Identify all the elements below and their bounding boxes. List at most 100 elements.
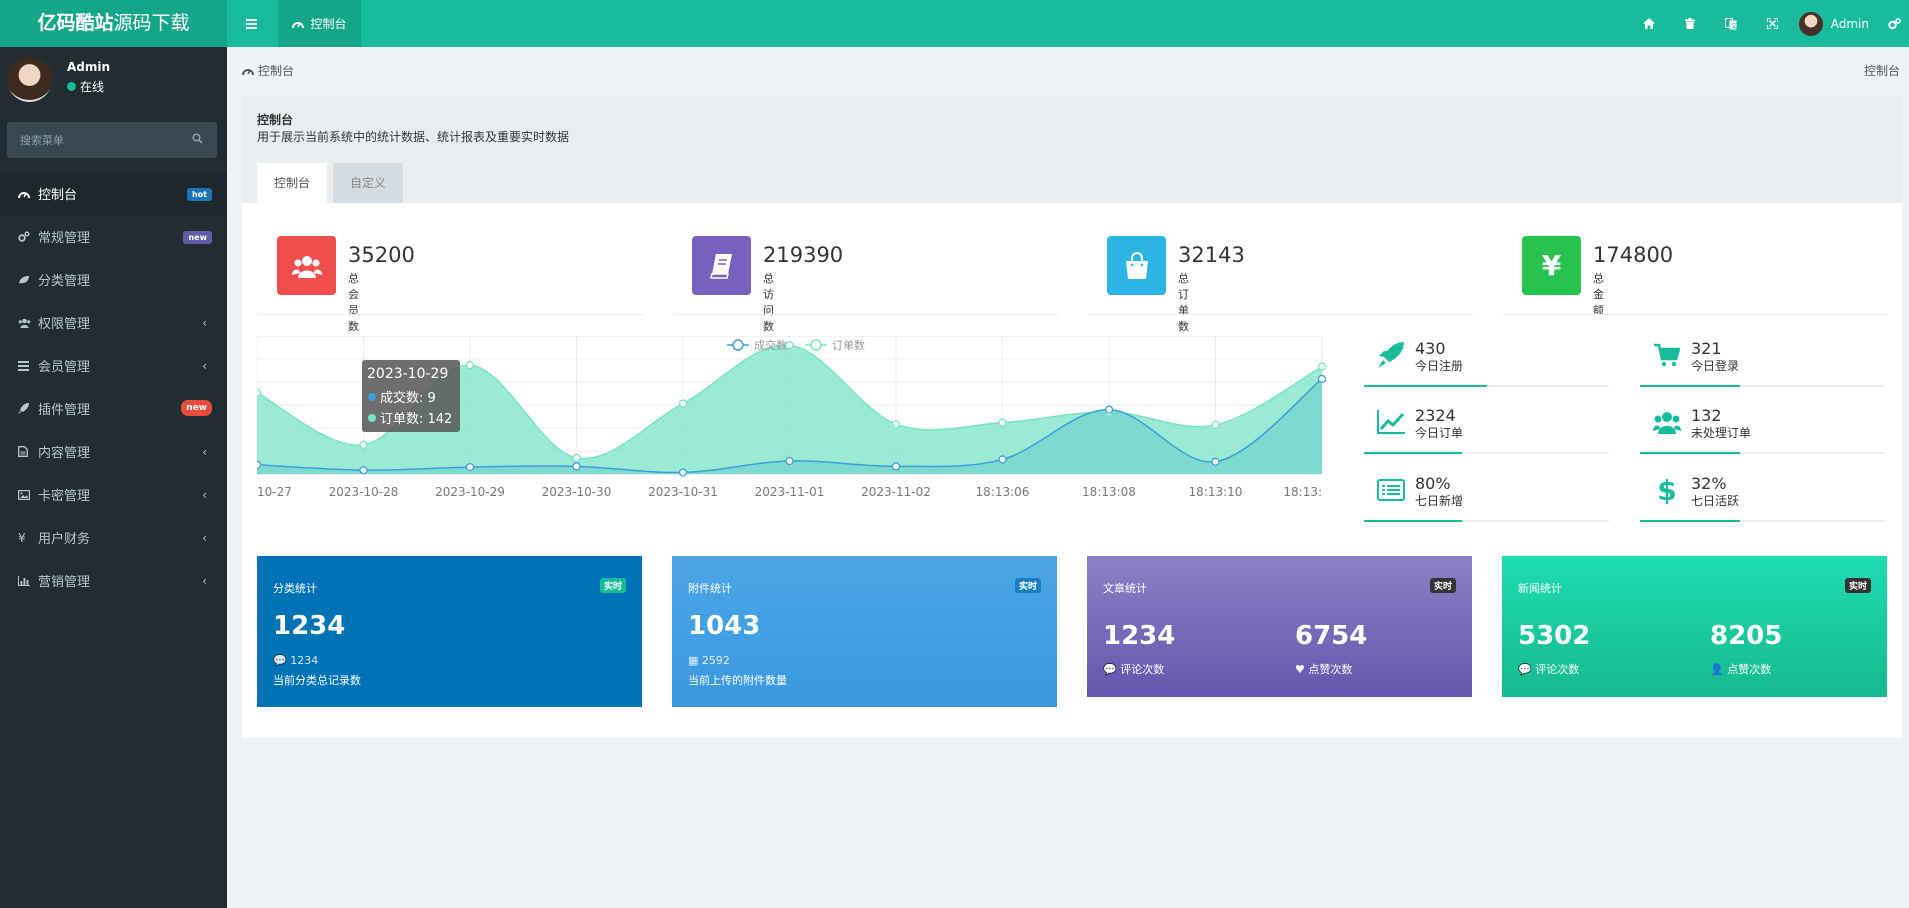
dashboard-icon xyxy=(242,68,254,75)
logo-rest-text: 源码下载 xyxy=(113,12,190,34)
online-dot-icon xyxy=(67,82,76,91)
search-icon[interactable] xyxy=(192,133,203,144)
likes-value: 6754 xyxy=(1295,621,1368,651)
legend-marker[interactable] xyxy=(732,339,744,351)
sidebar-item-finance[interactable]: ¥ 用户财务 ‹ xyxy=(0,516,227,559)
sidebar-item-auth[interactable]: 权限管理 ‹ xyxy=(0,301,227,344)
likes-value: 8205 xyxy=(1710,621,1783,651)
sidebar-item-label: 内容管理 xyxy=(38,446,91,461)
tab-dashboard[interactable]: 控制台 xyxy=(278,0,361,47)
tooltip-marker xyxy=(368,393,376,401)
sidebar-item-label: 会员管理 xyxy=(38,360,91,375)
mini-stat-pending: 132 未处理订单 xyxy=(1640,403,1885,458)
mini-stat-weekly-active: $ 32% 七日活跃 xyxy=(1640,471,1885,526)
data-point[interactable] xyxy=(678,399,688,408)
legend-label[interactable]: 订单数 xyxy=(832,339,865,352)
data-point[interactable] xyxy=(1317,374,1327,384)
x-tick-label: 2023-11-02 xyxy=(861,485,931,499)
sidebar-item-general[interactable]: 常规管理 new xyxy=(0,215,227,258)
chevron-left-icon: ‹ xyxy=(202,488,207,502)
legend-label[interactable]: 成交数 xyxy=(754,338,787,352)
chart-svg: 10-27 2023-10-28 2023-10-29 2023-10-30 2023-… xyxy=(252,335,1327,499)
data-point[interactable] xyxy=(891,462,901,471)
sidebar-item-card[interactable]: 卡密管理 ‹ xyxy=(0,473,227,516)
chevron-left-icon: ‹ xyxy=(202,445,207,459)
tab-custom[interactable]: 自定义 xyxy=(333,163,403,203)
stat-label: 总订单数 xyxy=(1178,272,1189,333)
data-point[interactable] xyxy=(1211,457,1220,466)
progress-bar xyxy=(1640,520,1885,522)
list-icon xyxy=(18,360,32,371)
data-point[interactable] xyxy=(465,360,475,370)
sidebar-item-dashboard[interactable]: 控制台 hot xyxy=(0,172,227,215)
likes-label: ♥ 点赞次数 xyxy=(1295,663,1353,676)
sidebar-item-plugin[interactable]: 插件管理 new xyxy=(0,387,227,430)
data-point[interactable] xyxy=(678,468,688,477)
sidebar: Admin 在线 搜索菜单 控制台 hot 常规管理 new 分类管理 权限管理… xyxy=(0,47,227,908)
home-icon xyxy=(1643,18,1656,29)
data-point[interactable] xyxy=(465,462,475,472)
stat-value: 35200 xyxy=(348,243,415,267)
breadcrumb: 控制台 xyxy=(242,62,294,79)
area-chart[interactable]: 10-27 2023-10-28 2023-10-29 2023-10-30 2023-… xyxy=(252,335,1337,534)
tab-dashboard[interactable]: 控制台 xyxy=(257,163,327,203)
mini-stat-label: 今日注册 xyxy=(1415,359,1464,373)
x-tick-label: 18:13:10 xyxy=(1189,485,1243,499)
data-point[interactable] xyxy=(252,388,262,397)
tooltip-title: 2023-10-29 xyxy=(367,366,448,382)
language-button[interactable]: 文 xyxy=(1711,0,1752,47)
card-description: 当前分类总记录数 xyxy=(273,674,361,687)
settings-button[interactable] xyxy=(1879,0,1909,47)
logo[interactable]: 亿码酷站源码下载 xyxy=(0,0,227,47)
dashboard-panel: 控制台 用于展示当前系统中的统计数据、统计报表及重要实时数据 控制台 自定义 3… xyxy=(242,96,1902,738)
sidebar-item-content[interactable]: 内容管理 ‹ xyxy=(0,430,227,473)
legend-marker[interactable] xyxy=(810,339,822,351)
comments-label-text: 评论次数 xyxy=(1535,663,1580,676)
fullscreen-button[interactable] xyxy=(1752,0,1793,47)
book-icon xyxy=(692,236,751,295)
progress-fill xyxy=(1364,452,1462,454)
sidebar-item-label: 卡密管理 xyxy=(38,489,91,504)
x-tick-label: 2023-10-31 xyxy=(648,485,718,499)
data-point[interactable] xyxy=(998,418,1007,427)
sidebar-item-label: 用户财务 xyxy=(38,532,91,547)
search-placeholder: 搜索菜单 xyxy=(20,134,64,147)
series-line xyxy=(256,378,1323,474)
progress-bar xyxy=(1364,452,1609,454)
mini-stat-weekly-new: 80% 七日新增 xyxy=(1364,471,1609,526)
sidebar-item-marketing[interactable]: 营销管理 ‹ xyxy=(0,559,227,602)
progress-fill xyxy=(1640,520,1741,522)
sidebar-item-member[interactable]: 会员管理 ‹ xyxy=(0,344,227,387)
home-button[interactable] xyxy=(1629,0,1670,47)
user-menu[interactable]: Admin xyxy=(1793,11,1879,36)
data-point[interactable] xyxy=(785,456,794,466)
data-point[interactable] xyxy=(998,455,1007,464)
data-point[interactable] xyxy=(359,466,368,475)
card-value: 1043 xyxy=(688,611,761,641)
x-tick-label: 18:13:08 xyxy=(1082,485,1136,499)
yen-icon: ¥ xyxy=(1522,236,1581,295)
news-stats-card: 新闻统计 实时 5302 💬 评论次数 8205 👤 点赞次数 xyxy=(1502,556,1887,697)
data-point[interactable] xyxy=(785,341,794,350)
mini-stat-label: 未处理订单 xyxy=(1691,426,1752,440)
data-point[interactable] xyxy=(1104,405,1114,414)
panel-description: 用于展示当前系统中的统计数据、统计报表及重要实时数据 xyxy=(257,130,570,144)
data-point[interactable] xyxy=(359,440,368,450)
data-point[interactable] xyxy=(572,453,581,463)
sidebar-search-input[interactable]: 搜索菜单 xyxy=(7,122,217,158)
data-point[interactable] xyxy=(572,462,581,471)
sidebar-item-label: 权限管理 xyxy=(38,317,91,332)
card-title: 新闻统计 xyxy=(1518,582,1562,595)
menu-toggle-button[interactable] xyxy=(236,0,266,47)
sidebar-item-category[interactable]: 分类管理 xyxy=(0,258,227,301)
data-point[interactable] xyxy=(891,420,901,429)
panel-title: 控制台 xyxy=(257,113,294,127)
x-tick-label: 2023-11-01 xyxy=(755,485,825,499)
data-point[interactable] xyxy=(1211,420,1220,430)
avatar xyxy=(7,57,52,102)
mini-stat-label: 今日订单 xyxy=(1415,426,1464,440)
clear-cache-button[interactable] xyxy=(1670,0,1711,47)
data-point[interactable] xyxy=(252,460,262,469)
data-point[interactable] xyxy=(1317,362,1327,371)
file-icon xyxy=(18,446,32,457)
